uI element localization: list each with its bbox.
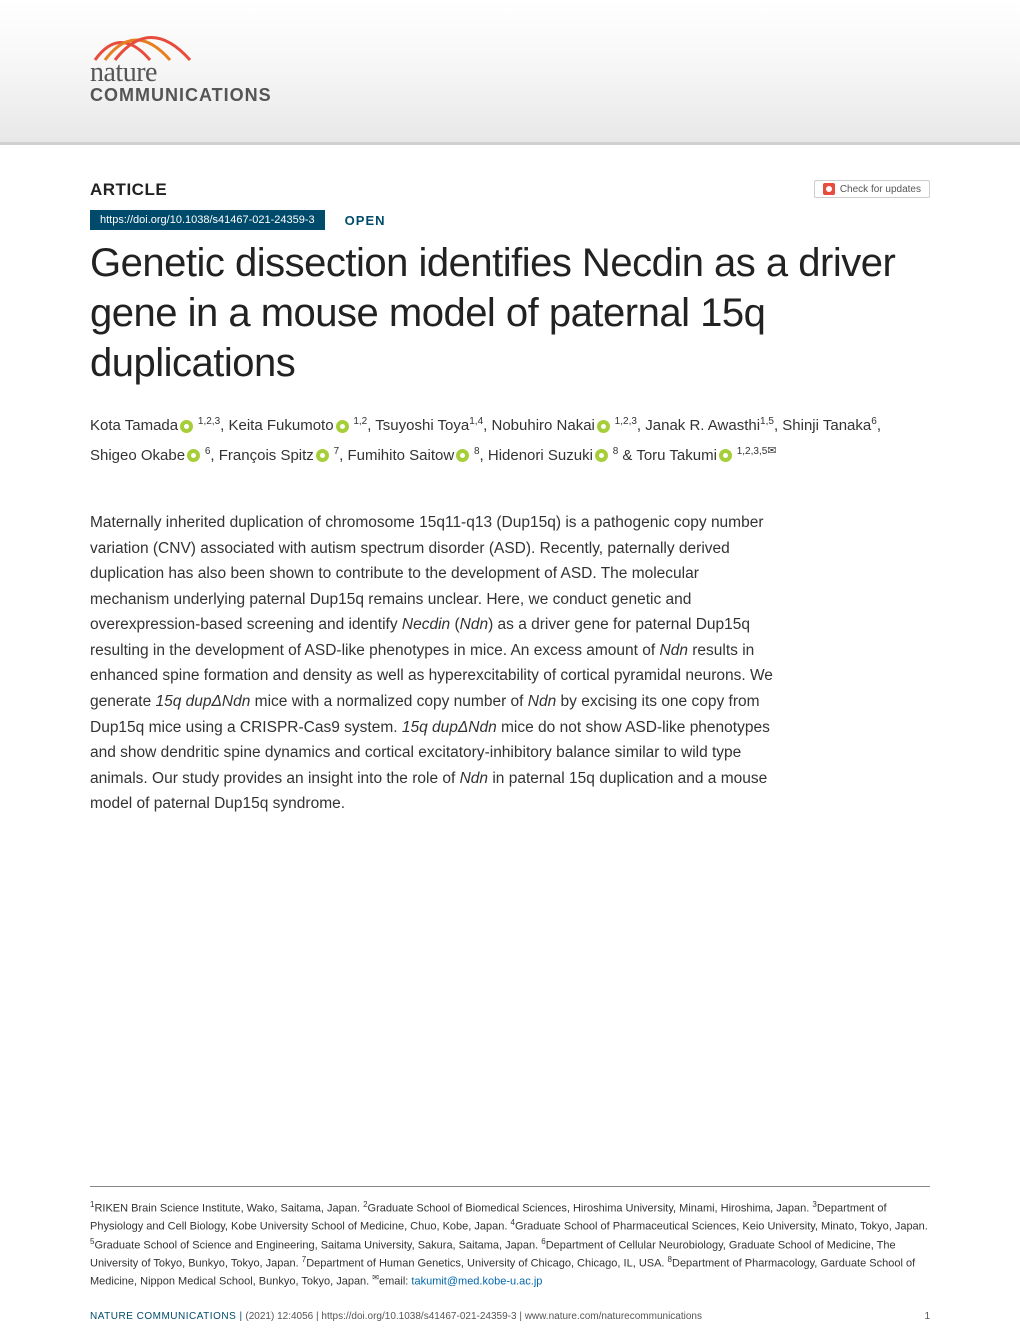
affiliations-section: 1RIKEN Brain Science Institute, Wako, Sa… xyxy=(90,1186,930,1290)
article-title: Genetic dissection identifies Necdin as … xyxy=(90,238,930,388)
open-access-label: OPEN xyxy=(345,213,386,228)
footer-citation: (2021) 12:4056 | https://doi.org/10.1038… xyxy=(245,1311,702,1322)
abstract-text: Maternally inherited duplication of chro… xyxy=(90,510,780,817)
page-number: 1 xyxy=(924,1311,930,1322)
crossmark-icon xyxy=(823,183,835,195)
journal-logo: nature COMMUNICATIONS xyxy=(90,20,1020,106)
journal-header: nature COMMUNICATIONS xyxy=(0,0,1020,145)
doi-link[interactable]: https://doi.org/10.1038/s41467-021-24359… xyxy=(90,210,325,230)
footer-journal: NATURE COMMUNICATIONS | (2021) 12:4056 |… xyxy=(90,1311,702,1322)
page-footer: NATURE COMMUNICATIONS | (2021) 12:4056 |… xyxy=(90,1311,930,1322)
article-content: ARTICLE Check for updates https://doi.or… xyxy=(0,145,1020,817)
journal-subname: COMMUNICATIONS xyxy=(90,85,272,106)
author-list: Kota Tamada 1,2,3, Keita Fukumoto 1,2, T… xyxy=(90,412,930,470)
check-updates-label: Check for updates xyxy=(840,184,921,195)
check-updates-badge[interactable]: Check for updates xyxy=(814,180,930,198)
doi-row: https://doi.org/10.1038/s41467-021-24359… xyxy=(90,210,930,230)
footer-journal-name: NATURE COMMUNICATIONS | xyxy=(90,1311,243,1322)
affiliations-text: 1RIKEN Brain Science Institute, Wako, Sa… xyxy=(90,1199,930,1290)
article-label: ARTICLE xyxy=(90,180,930,200)
